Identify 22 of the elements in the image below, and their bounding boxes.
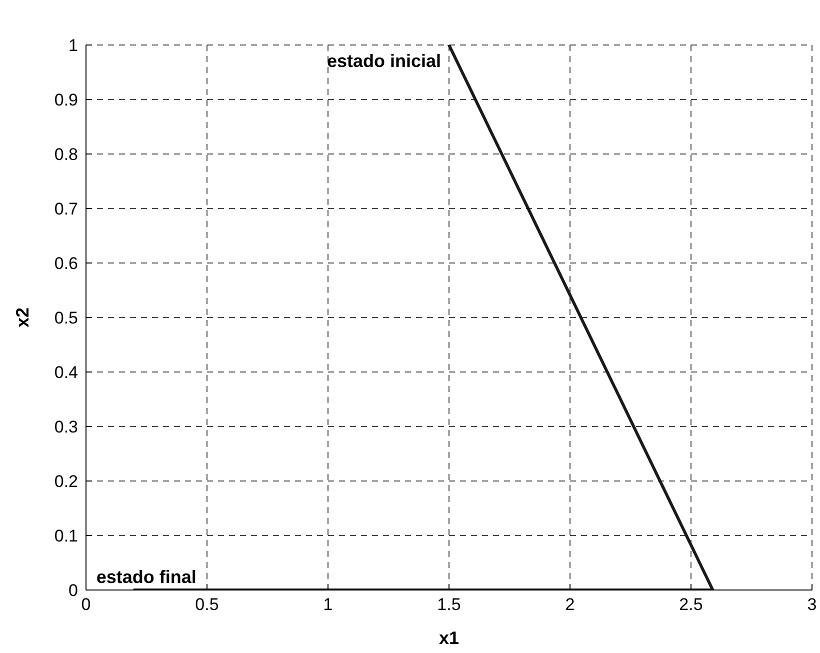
y-tick-label: 0.5 xyxy=(54,308,78,328)
y-tick-label: 1 xyxy=(68,36,78,56)
x-axis-title: x1 xyxy=(438,628,460,648)
y-tick-label: 0 xyxy=(68,581,78,600)
x-tick-label: 1.5 xyxy=(437,595,461,614)
y-tick-label: 0.4 xyxy=(54,363,78,382)
x-tick-label: 0.5 xyxy=(195,595,219,614)
y-tick-label: 0.7 xyxy=(54,200,78,219)
x-tick-label: 3 xyxy=(807,595,817,614)
y-tick-label: 0.1 xyxy=(54,526,78,546)
x-tick-label: 0 xyxy=(81,595,91,614)
y-tick-label: 0.6 xyxy=(54,254,78,274)
x-tick-label: 2 xyxy=(565,595,575,614)
x-tick-label: 1 xyxy=(323,595,333,614)
x-tick-label: 2.5 xyxy=(679,595,703,614)
annotation: estado inicial xyxy=(326,51,441,71)
y-axis-title: x2 xyxy=(12,307,32,328)
annotation: estado final xyxy=(96,567,196,587)
y-tick-label: 0.9 xyxy=(54,90,78,110)
y-tick-label: 0.2 xyxy=(54,472,78,492)
y-tick-label: 0.8 xyxy=(54,145,78,164)
y-tick-label: 0.3 xyxy=(54,418,78,437)
